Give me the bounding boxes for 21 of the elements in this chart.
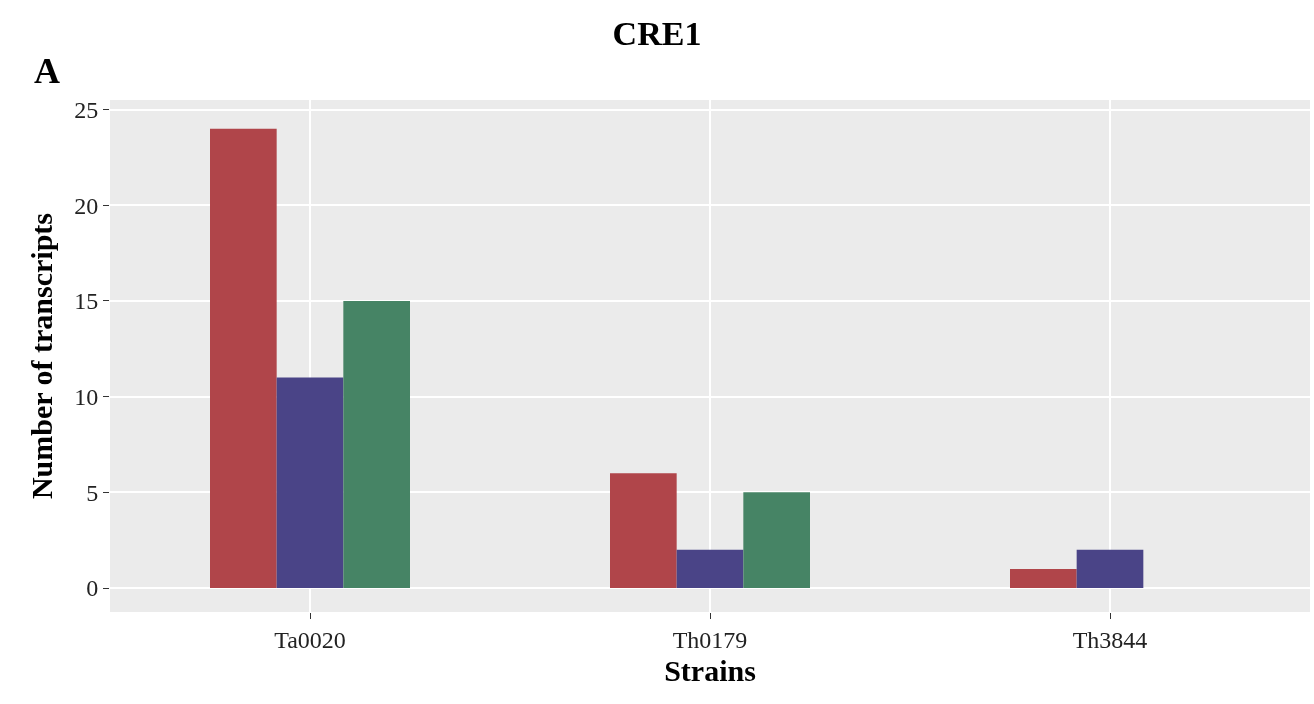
y-tick-label: 5 [86, 479, 99, 506]
y-axis-title: Number of transcripts [25, 212, 59, 500]
bar [1076, 549, 1144, 589]
text: A [34, 51, 60, 91]
bar [276, 377, 344, 589]
y-tick-label: 0 [86, 575, 99, 602]
y-tick-label: 10 [74, 384, 99, 411]
y-tick-label: 25 [74, 96, 99, 123]
x-tick-label: Th0179 [672, 626, 748, 653]
x-tick-label: Ta0020 [274, 626, 346, 653]
x-tick-label: Th3844 [1072, 626, 1148, 653]
bar [743, 492, 810, 589]
x-axis-title: Strains [664, 654, 756, 688]
bar [676, 549, 744, 589]
y-tick-label: 20 [74, 192, 99, 219]
bar [343, 300, 410, 589]
bar [210, 128, 277, 589]
chart-title: CRE1 [612, 14, 702, 52]
bar [1010, 568, 1077, 589]
y-tick-label: 15 [74, 288, 99, 315]
bar [610, 473, 677, 589]
